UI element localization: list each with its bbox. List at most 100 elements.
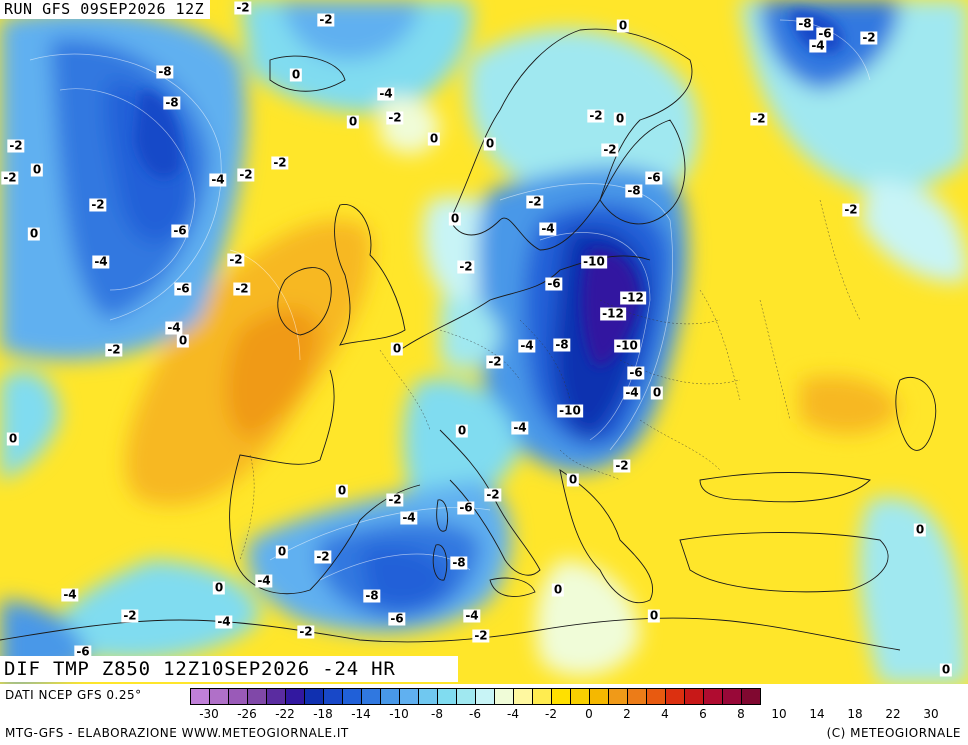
contour-value-label: -10 xyxy=(581,254,607,269)
colorbar-tick-label: -18 xyxy=(313,707,333,721)
contour-value-label: -4 xyxy=(539,221,557,236)
contour-value-label: -2 xyxy=(472,628,490,643)
colorbar-swatch xyxy=(476,688,495,705)
contour-value-label: -6 xyxy=(816,26,834,41)
contour-value-label: -6 xyxy=(174,281,192,296)
colorbar-tick-label: 8 xyxy=(737,707,745,721)
colorbar-swatch xyxy=(229,688,248,705)
colorbar-swatch xyxy=(324,688,343,705)
contour-value-label: 0 xyxy=(616,18,630,33)
colorbar-tick-label: -2 xyxy=(545,707,557,721)
colorbar-swatch xyxy=(305,688,324,705)
contour-value-label: 0 xyxy=(176,333,190,348)
contour-value-label: -8 xyxy=(450,555,468,570)
contour-value-label: 0 xyxy=(30,162,44,177)
contour-value-label: -2 xyxy=(233,281,251,296)
colorbar-swatch xyxy=(571,688,590,705)
contour-value-label: 0 xyxy=(275,544,289,559)
run-info-label: RUN GFS 09SEP2026 12Z xyxy=(0,0,211,19)
contour-value-label: -6 xyxy=(171,223,189,238)
contour-value-label: -2 xyxy=(526,194,544,209)
contour-value-label: 0 xyxy=(427,131,441,146)
contour-value-label: -2 xyxy=(234,0,252,15)
contour-value-label: -2 xyxy=(484,487,502,502)
contour-value-label: 0 xyxy=(289,67,303,82)
contour-value-label: -2 xyxy=(105,342,123,357)
contour-value-label: -6 xyxy=(74,644,92,659)
contour-value-label: 0 xyxy=(650,385,664,400)
anomaly-cores xyxy=(135,10,843,366)
contour-value-label: -6 xyxy=(627,365,645,380)
contour-value-label: 0 xyxy=(939,662,953,677)
contour-value-label: 0 xyxy=(448,211,462,226)
colorbar-swatch xyxy=(704,688,723,705)
contour-value-label: -10 xyxy=(614,338,640,353)
contour-value-label: -2 xyxy=(317,12,335,27)
colorbar-swatch xyxy=(343,688,362,705)
contour-value-label: -6 xyxy=(457,500,475,515)
contour-value-label: -4 xyxy=(809,38,827,53)
colorbar-tick-label: 2 xyxy=(623,707,631,721)
colorbar-swatch xyxy=(362,688,381,705)
contour-value-label: -4 xyxy=(61,587,79,602)
contour-value-label: 0 xyxy=(390,341,404,356)
contour-value-label: 0 xyxy=(566,472,580,487)
contour-value-label: 0 xyxy=(212,580,226,595)
colorbar-tick-label: -30 xyxy=(199,707,219,721)
contour-value-label: -8 xyxy=(625,183,643,198)
contour-value-label: -4 xyxy=(400,510,418,525)
colorbar-tick-label: 10 xyxy=(771,707,787,721)
contour-value-label: -4 xyxy=(623,385,641,400)
contour-value-label: 0 xyxy=(551,582,565,597)
colorbar-tick-label: 4 xyxy=(661,707,669,721)
colorbar-swatch xyxy=(590,688,609,705)
colorbar-swatch xyxy=(685,688,704,705)
map-field xyxy=(0,0,968,684)
colorbar-swatch xyxy=(552,688,571,705)
contour-value-label: -4 xyxy=(92,254,110,269)
colorbar-tick-label: 6 xyxy=(699,707,707,721)
colorbar-tick-label: -4 xyxy=(507,707,519,721)
colorbar-swatch xyxy=(400,688,419,705)
colorbar-swatch xyxy=(514,688,533,705)
contour-value-label: -2 xyxy=(227,252,245,267)
contour-value-label: -2 xyxy=(386,492,404,507)
colorbar-swatch xyxy=(267,688,286,705)
colorbar-swatch xyxy=(457,688,476,705)
contour-value-label: 0 xyxy=(346,114,360,129)
colorbar-swatch xyxy=(609,688,628,705)
contour-value-label: -6 xyxy=(545,276,563,291)
contour-value-label: -2 xyxy=(587,108,605,123)
contour-value-label: 0 xyxy=(613,111,627,126)
contour-value-label: -4 xyxy=(255,573,273,588)
colorbar-tick-label: -10 xyxy=(389,707,409,721)
contour-value-label: -8 xyxy=(156,64,174,79)
contour-value-label: -2 xyxy=(297,624,315,639)
colorbar-tick-label: 0 xyxy=(585,707,593,721)
colorbar-ticks: -30 -26 -22 -18 -14 -10 -8 -6 -4 -2 0 2 4 6 8 10 14 18 22 3… xyxy=(190,707,968,723)
contour-value-label: 0 xyxy=(913,522,927,537)
colorbar-swatch xyxy=(628,688,647,705)
contour-value-label: -8 xyxy=(553,337,571,352)
colorbar-swatch xyxy=(191,688,210,705)
contour-value-label: -8 xyxy=(163,95,181,110)
colorbar-tick-label: 18 xyxy=(847,707,863,721)
contour-value-label: -4 xyxy=(377,86,395,101)
contour-value-label: -2 xyxy=(7,138,25,153)
contour-value-label: -2 xyxy=(457,259,475,274)
legend-footer: DATI NCEP GFS 0.25° -30 -26 -22 -18 -14 -10 -8… xyxy=(0,684,968,745)
colorbar-swatch xyxy=(647,688,666,705)
credit-label: MTG-GFS - ELABORAZIONE WWW.METEOGIORNALE… xyxy=(5,726,349,740)
colorbar-tick-label: 22 xyxy=(885,707,901,721)
colorbar-swatch xyxy=(381,688,400,705)
contour-value-label: -4 xyxy=(215,614,233,629)
contour-value-label: 0 xyxy=(483,136,497,151)
colorbar-tick-label: -14 xyxy=(351,707,371,721)
contour-value-label: 0 xyxy=(335,483,349,498)
contour-value-label: 0 xyxy=(27,226,41,241)
contour-value-label: 0 xyxy=(6,431,20,446)
colorbar-swatch xyxy=(419,688,438,705)
contour-value-label: -2 xyxy=(237,167,255,182)
contour-value-label: -12 xyxy=(600,306,626,321)
contour-value-label: -2 xyxy=(386,110,404,125)
